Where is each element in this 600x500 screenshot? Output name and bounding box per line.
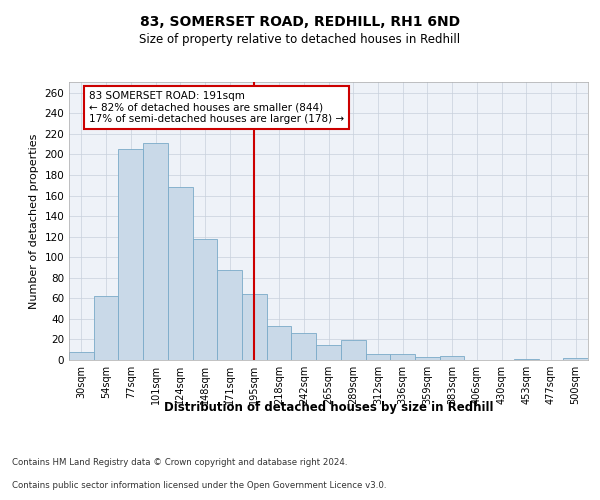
- Bar: [514, 359, 539, 360]
- Bar: [94, 296, 118, 360]
- Text: 83 SOMERSET ROAD: 191sqm
← 82% of detached houses are smaller (844)
17% of semi-: 83 SOMERSET ROAD: 191sqm ← 82% of detach…: [89, 90, 344, 124]
- Text: Size of property relative to detached houses in Redhill: Size of property relative to detached ho…: [139, 34, 461, 46]
- Bar: [365, 354, 390, 360]
- Bar: [415, 357, 440, 360]
- Bar: [217, 270, 242, 360]
- Bar: [390, 354, 415, 360]
- Bar: [563, 358, 588, 360]
- Bar: [440, 356, 464, 360]
- Bar: [316, 344, 341, 360]
- Bar: [168, 188, 193, 360]
- Bar: [242, 294, 267, 360]
- Bar: [193, 238, 217, 360]
- Bar: [143, 143, 168, 360]
- Text: 83, SOMERSET ROAD, REDHILL, RH1 6ND: 83, SOMERSET ROAD, REDHILL, RH1 6ND: [140, 16, 460, 30]
- Bar: [69, 352, 94, 360]
- Y-axis label: Number of detached properties: Number of detached properties: [29, 134, 39, 309]
- Bar: [292, 334, 316, 360]
- Bar: [118, 150, 143, 360]
- Text: Distribution of detached houses by size in Redhill: Distribution of detached houses by size …: [164, 401, 494, 414]
- Bar: [267, 326, 292, 360]
- Text: Contains HM Land Registry data © Crown copyright and database right 2024.: Contains HM Land Registry data © Crown c…: [12, 458, 347, 467]
- Bar: [341, 340, 365, 360]
- Text: Contains public sector information licensed under the Open Government Licence v3: Contains public sector information licen…: [12, 480, 386, 490]
